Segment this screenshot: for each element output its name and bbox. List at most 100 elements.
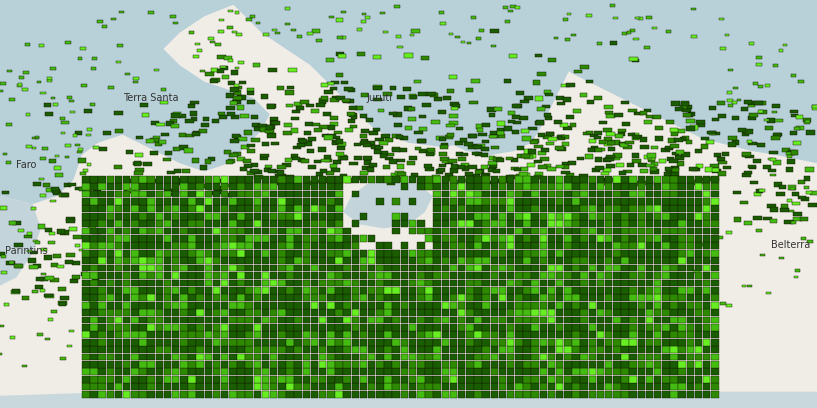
Bar (196, 346, 204, 353)
Bar (520, 173, 528, 177)
Bar (572, 183, 580, 190)
Bar (230, 139, 239, 143)
Bar (621, 198, 629, 205)
Bar (481, 165, 489, 169)
Bar (449, 287, 458, 294)
Bar (449, 361, 458, 368)
Bar (252, 115, 258, 120)
Bar (498, 272, 507, 279)
Bar (535, 121, 543, 125)
Bar (163, 376, 172, 383)
Bar (537, 107, 545, 111)
Bar (204, 331, 212, 338)
Bar (324, 90, 333, 94)
Bar (507, 242, 515, 249)
Bar (613, 198, 621, 205)
Bar (335, 191, 343, 197)
Bar (556, 235, 564, 242)
Bar (604, 142, 613, 146)
Bar (261, 302, 270, 308)
Bar (212, 287, 221, 294)
Bar (302, 198, 310, 205)
Bar (703, 250, 711, 257)
Bar (408, 339, 417, 346)
Bar (732, 140, 739, 145)
Bar (433, 331, 441, 338)
Bar (196, 265, 204, 271)
Bar (196, 191, 204, 197)
Bar (311, 109, 319, 113)
Bar (133, 162, 141, 165)
Bar (497, 129, 504, 133)
Bar (131, 383, 139, 390)
Bar (319, 198, 327, 205)
Bar (305, 122, 313, 126)
Bar (229, 361, 237, 368)
Polygon shape (229, 0, 621, 147)
Bar (310, 339, 319, 346)
Bar (15, 243, 23, 247)
Bar (368, 376, 376, 383)
Bar (806, 191, 811, 194)
Bar (417, 339, 425, 346)
Bar (539, 383, 547, 390)
Bar (462, 153, 468, 157)
Bar (37, 81, 41, 83)
Bar (596, 235, 605, 242)
Bar (547, 235, 556, 242)
Bar (805, 120, 810, 123)
Bar (147, 368, 155, 375)
Bar (172, 235, 180, 242)
Bar (172, 191, 180, 197)
Bar (686, 213, 694, 220)
Bar (131, 228, 139, 235)
Bar (90, 287, 98, 294)
Bar (748, 166, 756, 169)
Bar (316, 172, 323, 176)
Bar (360, 134, 368, 138)
Bar (489, 156, 495, 160)
Bar (686, 391, 694, 397)
Bar (515, 339, 523, 346)
Bar (286, 294, 294, 301)
Bar (131, 309, 139, 316)
Bar (512, 104, 521, 108)
Bar (539, 265, 547, 271)
Bar (326, 171, 334, 175)
Bar (302, 287, 310, 294)
Bar (139, 250, 147, 257)
Bar (539, 346, 547, 353)
Bar (547, 287, 556, 294)
Bar (694, 176, 703, 182)
Bar (302, 279, 310, 286)
Bar (629, 346, 637, 353)
Bar (351, 279, 359, 286)
Bar (613, 242, 621, 249)
Text: Parintins: Parintins (5, 246, 47, 256)
Bar (646, 164, 654, 167)
Bar (219, 115, 227, 118)
Bar (625, 141, 634, 144)
Bar (237, 235, 245, 242)
Bar (613, 383, 621, 390)
Bar (180, 376, 188, 383)
Bar (172, 220, 180, 227)
Bar (254, 127, 261, 131)
Bar (515, 198, 523, 205)
Bar (605, 279, 613, 286)
Bar (234, 152, 241, 156)
Bar (757, 143, 765, 146)
Bar (384, 391, 392, 397)
Bar (489, 135, 497, 138)
Bar (564, 331, 572, 338)
Bar (180, 242, 188, 249)
Bar (532, 139, 539, 143)
Bar (294, 376, 302, 383)
Bar (126, 151, 132, 154)
Bar (588, 346, 596, 353)
Bar (327, 324, 335, 331)
Bar (286, 272, 294, 279)
Bar (474, 205, 482, 212)
Bar (188, 213, 196, 220)
Bar (106, 228, 114, 235)
